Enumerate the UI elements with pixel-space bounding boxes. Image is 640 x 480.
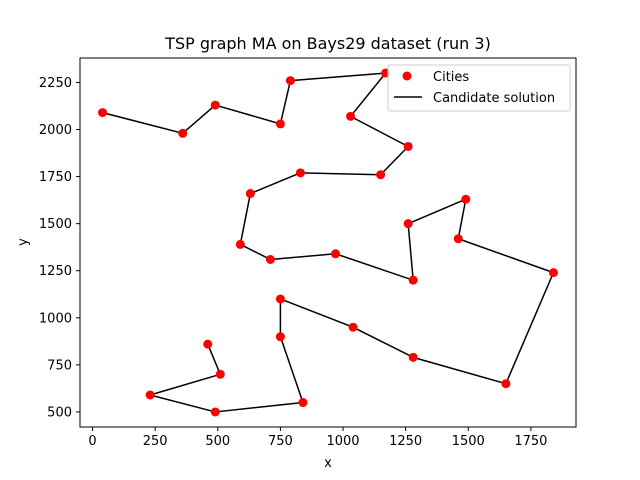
route-segment xyxy=(250,172,301,195)
y-tick-label: 500 xyxy=(47,405,72,420)
y-tick-label: 750 xyxy=(47,358,72,373)
x-tick-label: 750 xyxy=(268,434,293,449)
city-point xyxy=(210,100,220,110)
x-tick-label: 1750 xyxy=(514,434,547,449)
x-tick-label: 500 xyxy=(205,434,230,449)
city-point xyxy=(245,189,255,199)
route-segment xyxy=(279,80,292,125)
route-segment xyxy=(457,199,467,239)
city-point xyxy=(348,322,358,332)
route-segment xyxy=(380,145,409,176)
route-segment xyxy=(300,172,381,176)
route-segment xyxy=(239,193,252,245)
axes-frame xyxy=(79,57,577,428)
legend-cities-label: Cities xyxy=(433,70,469,85)
route-segment xyxy=(412,356,507,385)
route-segment xyxy=(207,343,221,375)
route-segment xyxy=(407,223,414,281)
y-axis-label: y xyxy=(16,238,31,246)
route-segment xyxy=(149,373,221,396)
y-tick-label: 2000 xyxy=(39,123,72,138)
route-segment xyxy=(215,401,304,413)
plot-area xyxy=(98,68,558,417)
city-point xyxy=(285,76,295,86)
y-tick-label: 1250 xyxy=(39,264,72,279)
x-axis-ticks: 0 250 500 750 1000 1250 1500 1750 xyxy=(88,427,547,449)
route-segment xyxy=(270,253,336,261)
route-segment xyxy=(215,104,281,125)
city-point xyxy=(298,398,308,408)
city-point xyxy=(376,170,386,180)
y-tick-label: 1750 xyxy=(39,170,72,185)
x-axis-label: x xyxy=(324,456,332,471)
x-tick-label: 250 xyxy=(143,434,168,449)
y-tick-label: 1000 xyxy=(39,311,72,326)
city-point xyxy=(331,249,341,259)
city-point xyxy=(203,339,213,349)
legend-box xyxy=(387,64,571,112)
city-point xyxy=(275,294,285,304)
legend-route-label: Candidate solution xyxy=(433,91,555,106)
city-point xyxy=(548,268,558,278)
route-segment xyxy=(352,326,414,359)
y-tick-label: 1500 xyxy=(39,217,72,232)
y-tick-label: 2250 xyxy=(39,76,72,91)
x-tick-label: 0 xyxy=(88,434,96,449)
route-segment xyxy=(279,336,304,403)
city-point xyxy=(275,119,285,129)
legend: Cities Candidate solution xyxy=(387,64,571,112)
x-tick-label: 1000 xyxy=(326,434,359,449)
route-segment xyxy=(290,72,386,82)
city-point xyxy=(346,111,356,121)
route-segment xyxy=(349,72,387,117)
city-point xyxy=(408,352,418,362)
city-point xyxy=(403,141,413,151)
city-point xyxy=(453,234,463,244)
city-point xyxy=(145,390,155,400)
city-point xyxy=(210,407,220,417)
city-point xyxy=(265,254,275,264)
route-segment xyxy=(458,238,554,274)
city-point xyxy=(461,194,471,204)
chart-title: TSP graph MA on Bays29 dataset (run 3) xyxy=(164,34,491,53)
route-segment xyxy=(102,111,183,135)
route-segment xyxy=(280,298,354,328)
route-segment xyxy=(335,253,414,281)
city-point xyxy=(235,239,245,249)
route-segment xyxy=(505,272,555,384)
x-tick-label: 1250 xyxy=(389,434,422,449)
city-point xyxy=(295,168,305,178)
route-segment xyxy=(149,394,216,413)
city-point xyxy=(215,369,225,379)
city-point xyxy=(403,219,413,229)
city-point xyxy=(98,108,108,118)
route-segment xyxy=(239,243,271,261)
city-point xyxy=(178,128,188,138)
city-point xyxy=(501,379,511,389)
x-tick-label: 1500 xyxy=(452,434,485,449)
city-point xyxy=(408,275,418,285)
y-axis-ticks: 500 750 1000 1250 1500 1750 2000 2250 xyxy=(39,76,80,420)
route-segment xyxy=(407,198,467,225)
route-segment xyxy=(182,104,216,134)
legend-cities-marker xyxy=(402,71,412,81)
route-segment xyxy=(350,115,409,148)
city-point xyxy=(275,332,285,342)
